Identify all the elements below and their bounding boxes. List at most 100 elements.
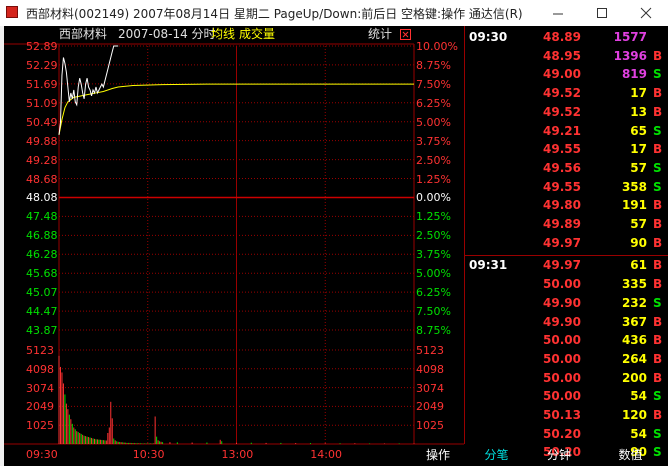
time-tick-label: 10:30 bbox=[132, 448, 165, 461]
volume-tick-label-right: 1025 bbox=[416, 419, 444, 433]
maximize-icon bbox=[597, 8, 607, 18]
volume-tick-label-right: 5123 bbox=[416, 344, 444, 357]
trade-price: 50.00 bbox=[543, 277, 581, 292]
volume-tick-label-left: 4098 bbox=[26, 362, 54, 376]
trade-volume: 367 bbox=[621, 314, 647, 329]
price-tick-label: 44.47 bbox=[26, 305, 58, 319]
price-tick-label: 46.28 bbox=[26, 248, 58, 262]
trade-volume: 358 bbox=[621, 179, 647, 194]
trade-volume: 90 bbox=[630, 235, 647, 250]
trade-price: 49.89 bbox=[543, 217, 581, 231]
avg-line-label: 均线 bbox=[211, 27, 236, 41]
trade-side: B bbox=[653, 314, 663, 329]
trade-price: 50.00 bbox=[543, 333, 581, 348]
stats-close-icon[interactable] bbox=[400, 29, 411, 40]
trade-side: S bbox=[653, 426, 662, 441]
minimize-button[interactable] bbox=[536, 0, 580, 26]
price-tick-label: 52.89 bbox=[26, 40, 58, 53]
volume-tick-label-left: 1025 bbox=[26, 419, 54, 433]
trade-volume: 335 bbox=[621, 277, 647, 292]
tab-minutes[interactable]: 分钟 bbox=[546, 448, 571, 462]
trade-volume: 61 bbox=[630, 258, 647, 273]
trade-side: B bbox=[653, 408, 663, 422]
trade-volume: 1396 bbox=[613, 48, 647, 63]
tab-operate[interactable]: 操作 bbox=[425, 448, 450, 462]
trade-volume: 90 bbox=[630, 445, 647, 460]
maximize-button[interactable] bbox=[580, 0, 624, 26]
price-tick-label: 49.28 bbox=[26, 153, 58, 167]
app-icon bbox=[6, 6, 18, 18]
trade-price: 49.52 bbox=[543, 86, 581, 101]
title-bar: 西部材料(002149) 2007年08月14日 星期二 PageUp/Down… bbox=[0, 0, 668, 26]
trade-side: S bbox=[653, 445, 662, 460]
close-button[interactable] bbox=[624, 0, 668, 26]
trade-volume: 264 bbox=[621, 351, 647, 366]
trade-volume: 120 bbox=[621, 408, 647, 422]
window-title: 西部材料(002149) 2007年08月14日 星期二 PageUp/Down… bbox=[26, 7, 523, 21]
percent-tick-label: 3.75% bbox=[416, 134, 451, 148]
percent-tick-label: 2.50% bbox=[416, 229, 451, 243]
price-tick-label: 48.68 bbox=[26, 172, 58, 186]
trade-volume: 200 bbox=[621, 370, 647, 385]
trade-price: 49.52 bbox=[543, 104, 581, 119]
percent-tick-label: 1.25% bbox=[416, 172, 451, 186]
tick-trade-list[interactable]: 09:30 48.89 1577 48.95 1396 B 49.00 819 S 49.52 17… bbox=[464, 26, 668, 459]
trade-volume: 436 bbox=[621, 333, 647, 348]
percent-tick-label: 10.00% bbox=[416, 40, 458, 53]
trade-side: B bbox=[653, 277, 663, 292]
price-tick-label: 48.08 bbox=[26, 191, 58, 205]
intraday-chart[interactable] bbox=[4, 26, 464, 466]
price-tick-label: 47.48 bbox=[26, 210, 58, 224]
chart-background bbox=[4, 26, 464, 466]
trade-side: B bbox=[653, 104, 663, 119]
trade-volume: 1577 bbox=[613, 30, 647, 44]
volume-tick-label-left: 5123 bbox=[26, 344, 54, 357]
tab-ticks[interactable]: 分笔 bbox=[484, 448, 509, 462]
volume-bars bbox=[58, 355, 415, 444]
percent-tick-label: 8.75% bbox=[416, 324, 451, 337]
trade-side: B bbox=[653, 217, 663, 231]
percent-tick-label: 2.50% bbox=[416, 153, 451, 167]
trade-price: 48.89 bbox=[543, 30, 581, 44]
time-tick-label: 13:00 bbox=[221, 448, 254, 461]
percent-tick-label: 7.50% bbox=[416, 305, 451, 319]
price-tick-label: 45.07 bbox=[26, 286, 58, 300]
trade-side: B bbox=[653, 351, 663, 366]
price-tick-label: 46.88 bbox=[26, 229, 58, 243]
chart-grid bbox=[4, 43, 464, 445]
main-content: 西部材料 2007-08-14 分时 均线 成交量 统计 52.89 10.00%… bbox=[4, 26, 668, 466]
avg-price-line bbox=[58, 83, 414, 135]
chart-date-label: 2007-08-14 分时 bbox=[118, 27, 216, 41]
trade-side: B bbox=[653, 258, 663, 273]
trade-price: 49.56 bbox=[543, 160, 581, 175]
time-tick-label: 09:30 bbox=[26, 448, 58, 461]
trade-side: S bbox=[653, 160, 662, 175]
trade-price: 49.97 bbox=[543, 235, 581, 250]
trade-side: S bbox=[653, 67, 662, 82]
percent-tick-label: 8.75% bbox=[416, 58, 451, 72]
price-tick-label: 43.87 bbox=[26, 324, 58, 337]
price-tick-label: 50.49 bbox=[26, 115, 58, 129]
trade-side: S bbox=[653, 295, 662, 310]
trade-volume: 232 bbox=[621, 295, 647, 310]
price-tick-label: 52.29 bbox=[26, 58, 58, 72]
trade-price: 50.00 bbox=[543, 370, 581, 385]
percent-tick-label: 0.00% bbox=[416, 191, 451, 205]
volume-tick-label-right: 3074 bbox=[416, 381, 444, 395]
trade-volume: 191 bbox=[621, 198, 647, 213]
trade-volume: 57 bbox=[630, 217, 647, 231]
trade-time: 09:30 bbox=[469, 30, 508, 44]
trade-price: 49.80 bbox=[543, 198, 581, 213]
trade-price: 49.00 bbox=[543, 67, 581, 82]
trade-side: S bbox=[653, 179, 662, 194]
trade-side: B bbox=[653, 86, 663, 101]
percent-tick-label: 7.50% bbox=[416, 77, 451, 91]
trade-time: 09:31 bbox=[469, 258, 508, 273]
trade-price: 50.00 bbox=[543, 389, 581, 404]
stats-button[interactable]: 统计 bbox=[368, 27, 393, 41]
trade-volume: 17 bbox=[630, 142, 647, 157]
percent-tick-label: 1.25% bbox=[416, 210, 451, 224]
time-tick-label: 14:00 bbox=[310, 448, 342, 461]
tab-values[interactable]: 数值 bbox=[618, 448, 643, 462]
volume-tick-label-right: 2049 bbox=[416, 400, 444, 414]
